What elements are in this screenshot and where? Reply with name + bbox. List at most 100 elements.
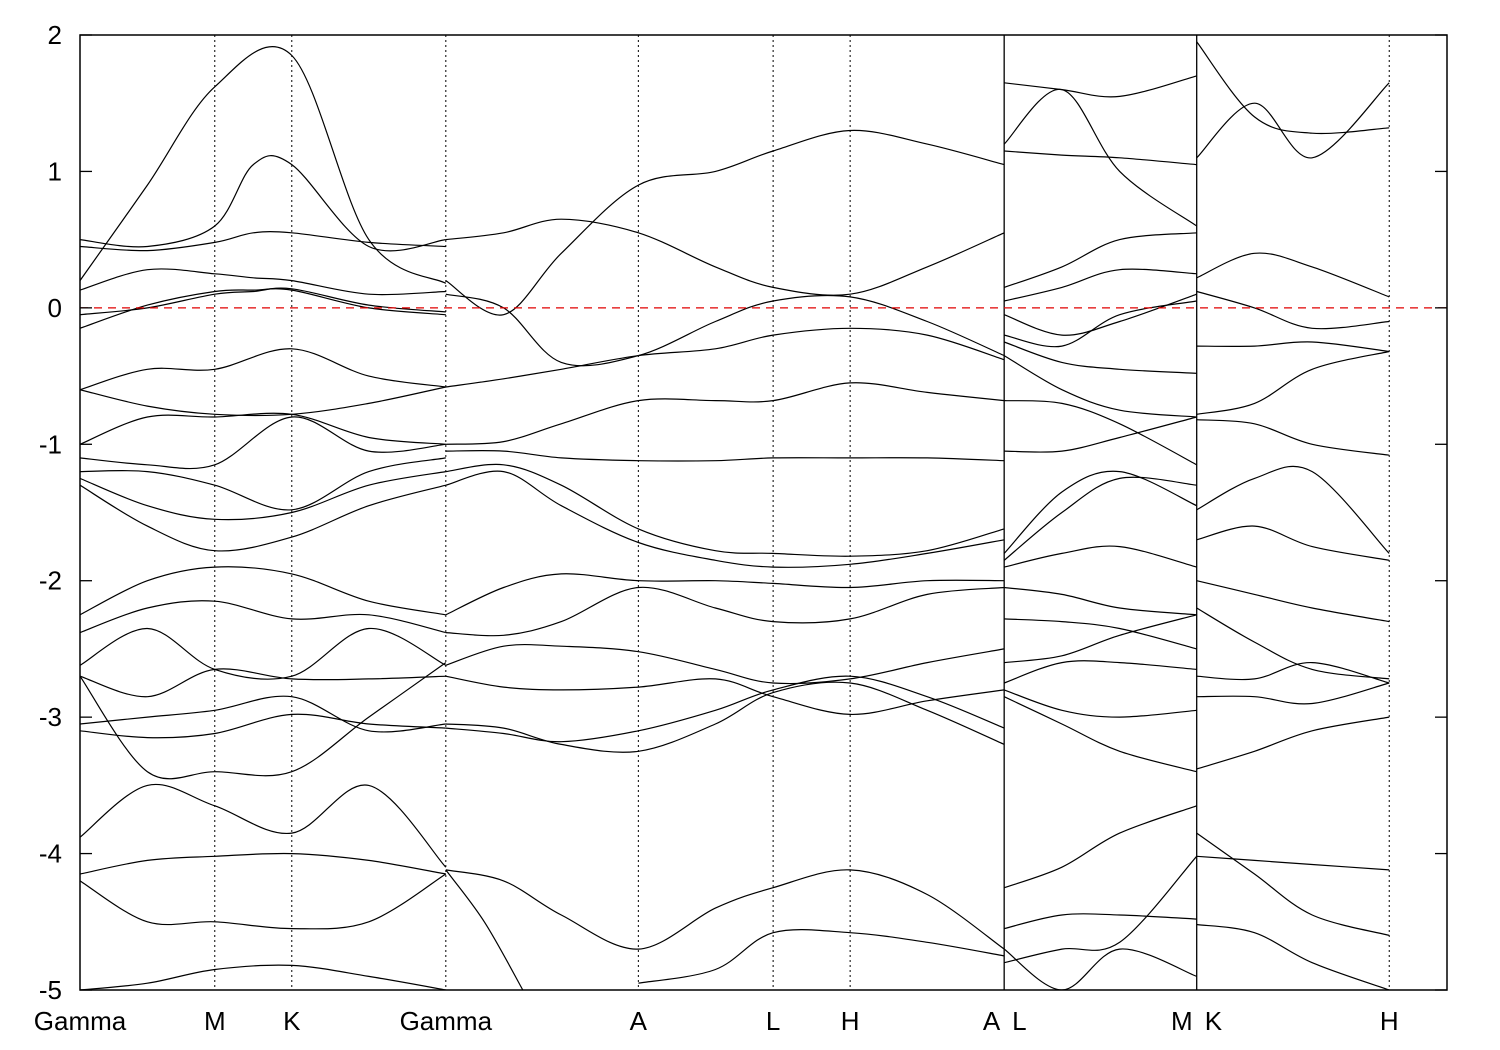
- band-line: [1004, 545, 1197, 568]
- x-tick-label: H: [1380, 1006, 1399, 1036]
- band-line: [80, 668, 446, 698]
- band-line: [445, 573, 1005, 616]
- band-line: [1003, 948, 1197, 990]
- band-line: [445, 463, 1005, 557]
- band-line: [1196, 350, 1390, 415]
- band-line: [1003, 660, 1197, 684]
- band-line: [80, 627, 447, 680]
- band-line: [445, 470, 1005, 568]
- band-line: [1196, 580, 1390, 623]
- band-line: [80, 566, 446, 616]
- band-line: [1196, 832, 1390, 936]
- band-line: [1003, 88, 1198, 227]
- band-line: [1196, 855, 1390, 871]
- band-line: [1004, 75, 1197, 98]
- band-line: [445, 327, 1005, 388]
- band-line: [80, 457, 446, 511]
- band-line: [1196, 465, 1390, 554]
- band-line: [1196, 419, 1390, 456]
- band-line: [445, 382, 1005, 445]
- y-axis: 2 1 0 -1 -2 -3 -4 -5: [39, 20, 1447, 1005]
- band-line: [80, 713, 446, 739]
- band-line: [80, 288, 446, 329]
- x-tick-label: Gamma: [400, 1006, 493, 1036]
- band-line: [445, 681, 1005, 753]
- x-tick-label: K: [283, 1006, 301, 1036]
- y-tick-label: -4: [39, 839, 62, 869]
- band-line: [80, 484, 446, 552]
- band-line: [80, 231, 446, 252]
- y-tick-label: 1: [48, 156, 62, 186]
- band-line: [1004, 855, 1198, 964]
- band-line: [1196, 716, 1390, 770]
- band-line: [445, 675, 1005, 743]
- band-line: [1196, 607, 1390, 680]
- band-line: [1196, 41, 1390, 135]
- band-line: [445, 675, 1005, 716]
- band-line: [80, 386, 446, 417]
- band-line: [445, 293, 1005, 367]
- y-tick-label: -1: [39, 429, 62, 459]
- band-line: [80, 287, 446, 316]
- band-line: [80, 783, 447, 868]
- band-line: [1004, 913, 1197, 930]
- y-tick-label: -2: [39, 566, 62, 596]
- band-line: [80, 412, 446, 445]
- band-line: [1003, 232, 1197, 288]
- band-line: [80, 600, 446, 634]
- x-tick-label: A: [983, 1006, 1001, 1036]
- band-line: [638, 929, 1005, 984]
- band-line: [1003, 355, 1197, 418]
- band-line: [445, 643, 1005, 685]
- band-line: [1196, 923, 1390, 990]
- band-line: [80, 471, 446, 521]
- band-line: [1196, 252, 1390, 298]
- band-line: [1196, 82, 1390, 159]
- x-tick-label: Gamma: [34, 1006, 127, 1036]
- band-line: [1003, 689, 1197, 718]
- band-line: [1003, 470, 1197, 554]
- band-line: [1004, 614, 1197, 664]
- band-line: [1196, 341, 1390, 353]
- y-tick-label: -3: [39, 702, 62, 732]
- band-line: [80, 964, 446, 990]
- x-tick-label: L: [1012, 1006, 1026, 1036]
- band-line: [1196, 661, 1390, 684]
- band-line: [1003, 805, 1197, 889]
- k-point-lines: [214, 35, 1390, 990]
- x-tick-label: M: [204, 1006, 226, 1036]
- band-line: [445, 450, 1005, 462]
- band-line: [1004, 618, 1197, 650]
- band-line: [1004, 300, 1197, 348]
- band-line: [1003, 341, 1197, 374]
- band-line: [80, 695, 446, 733]
- band-line: [445, 869, 1005, 950]
- band-line: [1196, 525, 1390, 561]
- y-tick-label: 2: [48, 20, 62, 50]
- band-line: [1196, 682, 1390, 705]
- x-tick-label: K: [1205, 1006, 1223, 1036]
- band-line: [445, 218, 1005, 296]
- band-line: [1003, 476, 1197, 561]
- band-line: [1004, 268, 1197, 302]
- band-line: [445, 586, 1005, 637]
- band-lines: [80, 41, 1390, 990]
- x-tick-label: M: [1171, 1006, 1193, 1036]
- band-line: [80, 416, 446, 470]
- band-line: [1196, 290, 1390, 330]
- band-line: [80, 268, 446, 296]
- band-line: [80, 873, 447, 930]
- x-axis: Gamma M K Gamma A L H A L M K H: [34, 1006, 1399, 1036]
- band-line: [1004, 150, 1197, 166]
- band-line: [1004, 400, 1197, 466]
- band-line: [80, 348, 446, 391]
- plot-frame: [79, 34, 1448, 991]
- band-line: [1004, 586, 1197, 616]
- band-line: [80, 852, 446, 875]
- band-line: [1003, 696, 1197, 773]
- x-tick-label: H: [841, 1006, 860, 1036]
- band-line: [445, 869, 524, 990]
- y-tick-label: -5: [39, 975, 62, 1005]
- band-line: [80, 155, 446, 252]
